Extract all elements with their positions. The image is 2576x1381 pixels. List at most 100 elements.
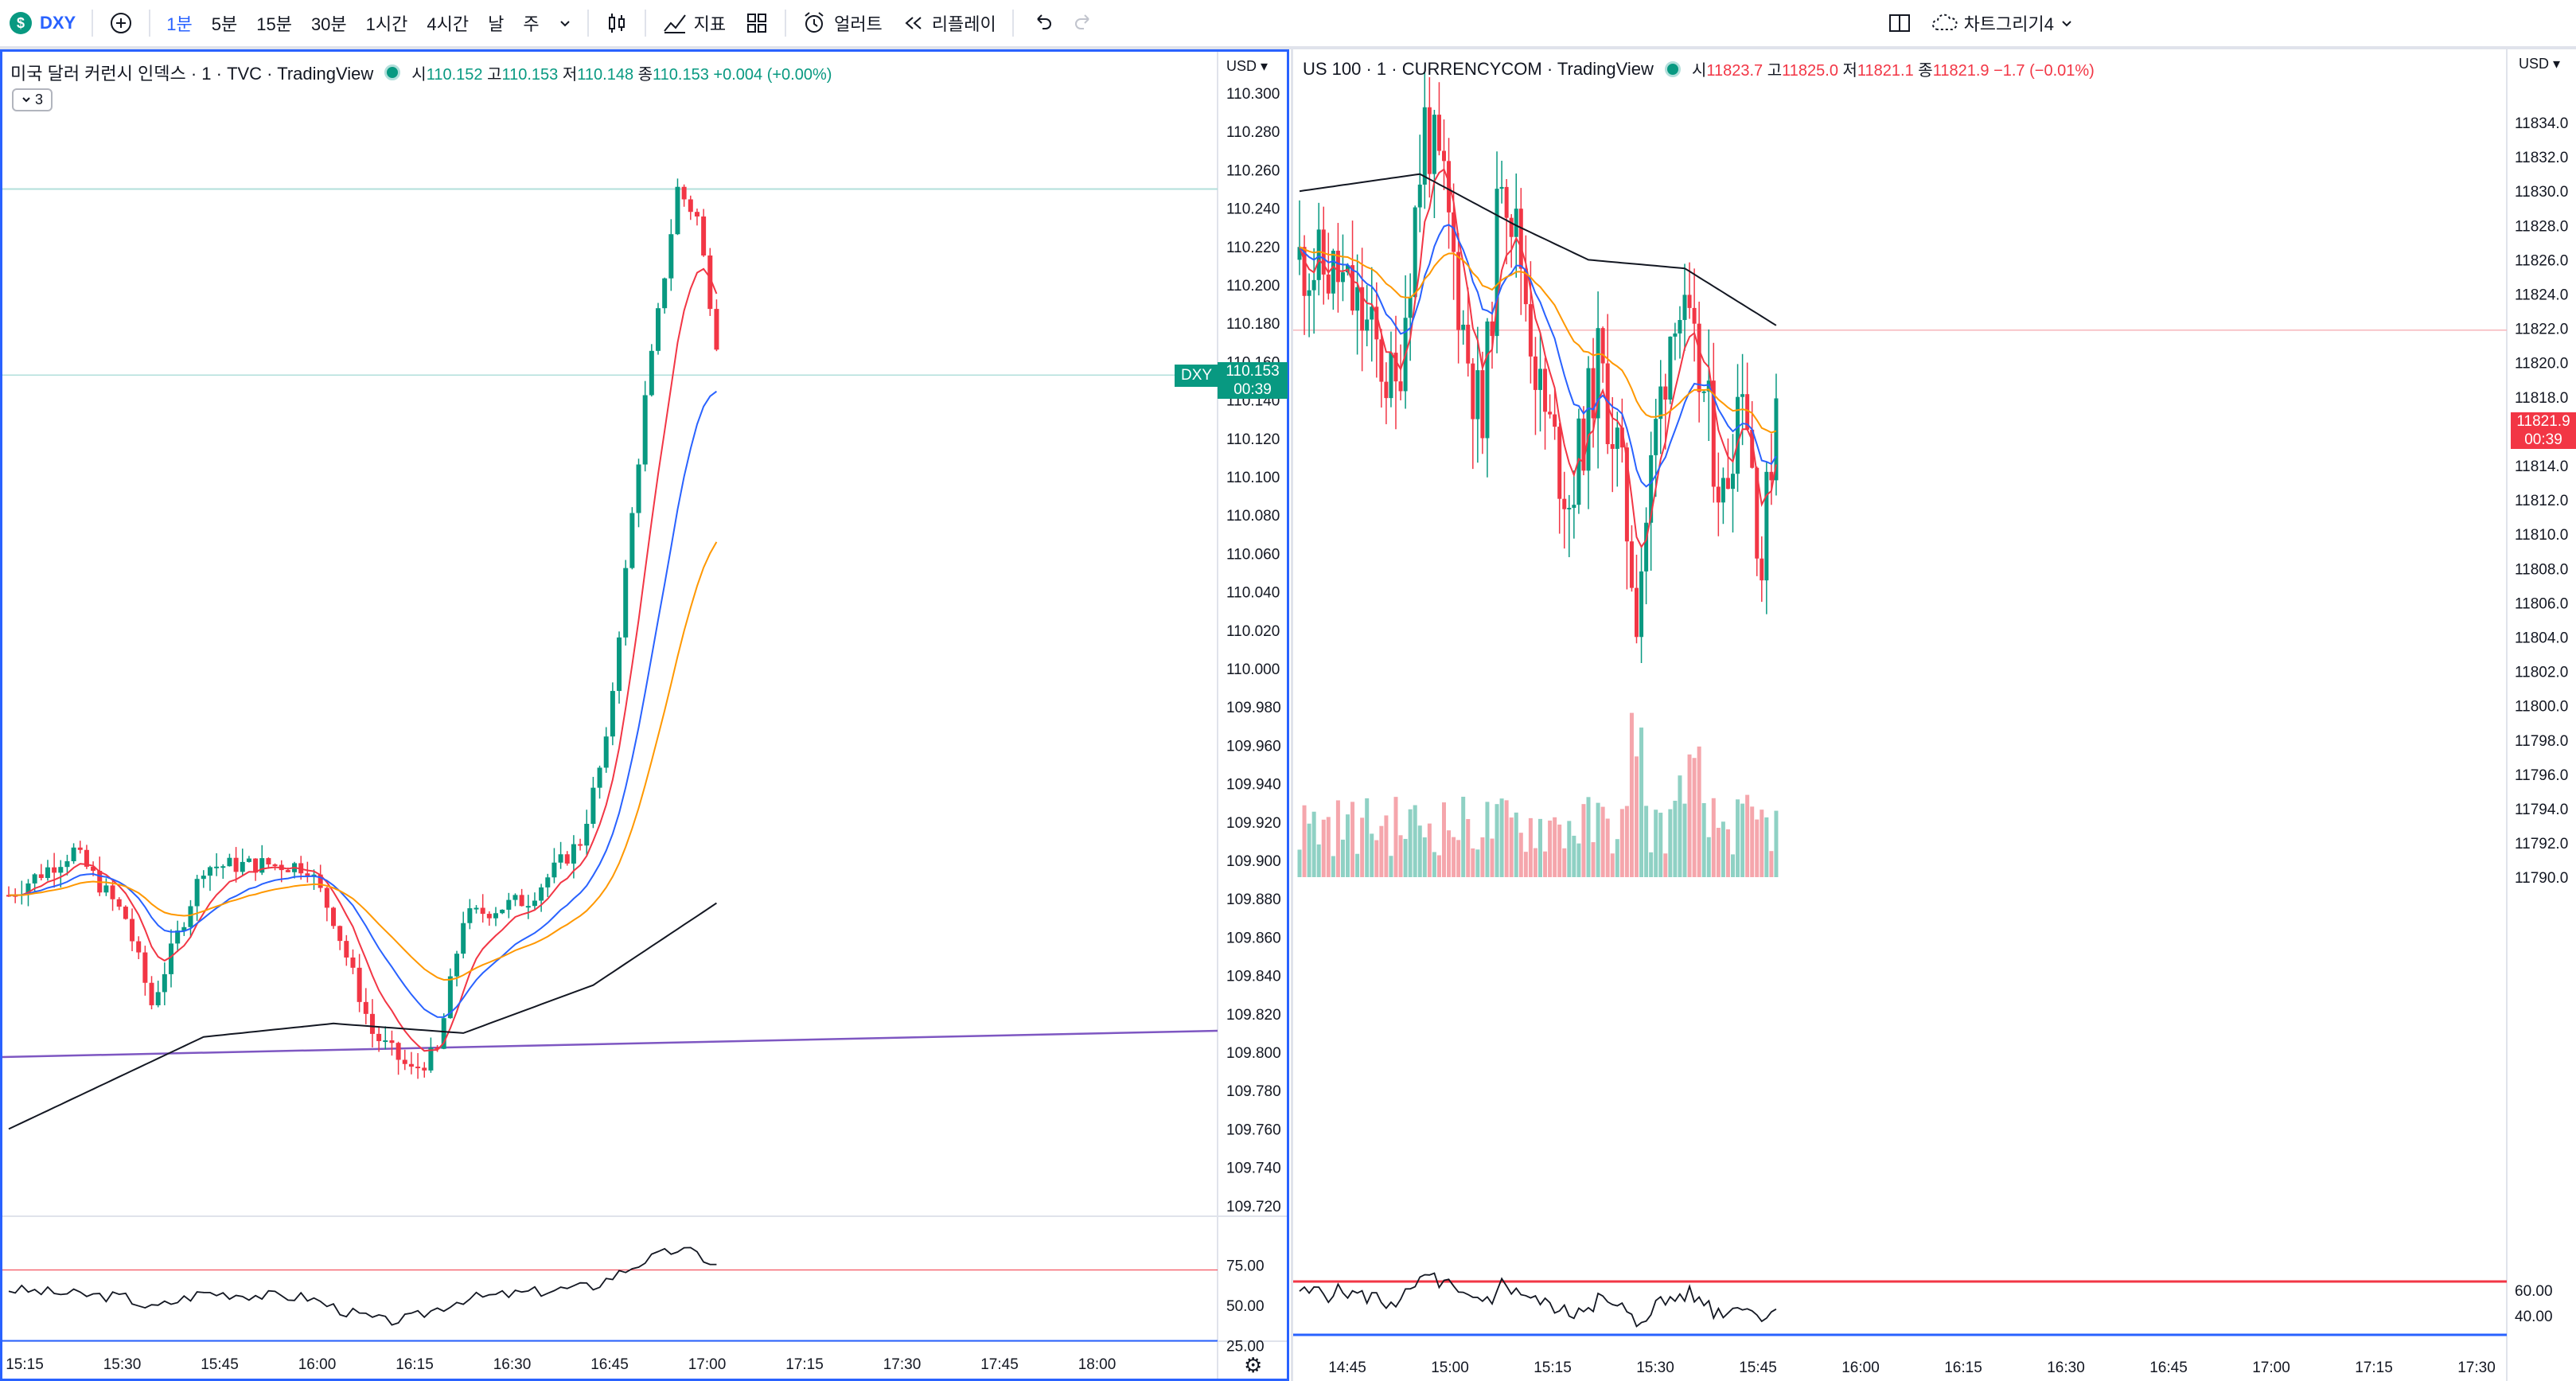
interval-day[interactable]: 날: [488, 14, 505, 34]
left-countdown: 00:39: [1233, 381, 1272, 398]
right-candle-body: [1340, 272, 1345, 283]
left-candle-body: [214, 866, 220, 868]
right-time-tick: 17:15: [2355, 1360, 2393, 1376]
interval-1h[interactable]: 1시간: [365, 14, 408, 34]
left-candle-body: [590, 787, 596, 824]
right-volume-bar: [1769, 851, 1774, 877]
right-rsi-tick: 40.00: [2515, 1309, 2553, 1325]
right-volume-bar: [1610, 853, 1615, 877]
market-status-dot[interactable]: [384, 64, 401, 80]
split-layout-icon: [1888, 14, 1910, 32]
left-candle-body: [668, 234, 674, 279]
left-candle-body: [77, 847, 83, 850]
left-candle-body: [649, 350, 654, 396]
left-candle-body: [227, 857, 232, 867]
right-volume-bar: [1706, 837, 1711, 877]
right-candle-body: [1518, 209, 1523, 269]
right-price-tick: 11822.0: [2515, 322, 2568, 338]
interval-15m[interactable]: 15분: [256, 14, 292, 34]
divider: [785, 10, 787, 37]
left-candle-body: [285, 870, 290, 872]
redo-button[interactable]: [1063, 0, 1106, 46]
currency-text: USD: [1226, 58, 1257, 74]
left-candle-body: [486, 914, 492, 919]
symbol-search[interactable]: $ DXY: [0, 0, 85, 46]
right-rsi-tick: 60.00: [2515, 1283, 2553, 1300]
right-candle-body: [1384, 381, 1389, 399]
interval-5m[interactable]: 5분: [211, 14, 238, 34]
left-candle-body: [480, 907, 485, 915]
left-candle-body: [422, 1067, 427, 1071]
right-candle-body: [1668, 336, 1673, 400]
replay-label: 리플레이: [931, 14, 996, 34]
right-candle-body: [1581, 418, 1586, 471]
interval-dropdown[interactable]: [549, 0, 581, 46]
right-volume-bar: [1471, 848, 1475, 877]
right-volume-bar: [1533, 848, 1537, 877]
left-price-tick: 109.800: [1226, 1045, 1281, 1062]
left-chart-canvas[interactable]: 110.300 110.280 110.260 110.240 110.220 110.2…: [2, 52, 1287, 1379]
right-candle-body: [1456, 252, 1461, 330]
close-value: 11821.9: [1932, 62, 1989, 80]
left-chart-pane[interactable]: 110.300 110.280 110.260 110.240 110.220 110.2…: [0, 49, 1289, 1381]
replay-button[interactable]: 리플레이: [892, 0, 1006, 46]
right-volume-bar: [1774, 810, 1779, 877]
right-price-tick: 11808.0: [2515, 561, 2568, 578]
left-price-tick: 110.240: [1226, 201, 1280, 218]
layout-name-button[interactable]: 차트그리기4: [1921, 0, 2083, 46]
left-price-tick: 109.960: [1226, 738, 1281, 755]
low-value: 11821.1: [1857, 62, 1914, 80]
right-symbol-title[interactable]: US 100 · 1 · CURRENCYCOM · TradingView: [1303, 58, 1654, 79]
divider: [92, 10, 94, 37]
left-candle-body: [656, 308, 661, 351]
right-candle-body: [1302, 247, 1307, 296]
right-time-tick: 15:15: [1534, 1360, 1572, 1376]
undo-button[interactable]: [1020, 0, 1063, 46]
right-candle-body: [1553, 414, 1557, 427]
left-symbol-title[interactable]: 미국 달러 커런시 인덱스 · 1 · TVC · TradingView: [10, 64, 374, 84]
left-candle-body: [130, 919, 135, 942]
alert-button[interactable]: 얼러트: [793, 0, 892, 46]
left-price-tick: 110.220: [1226, 240, 1280, 256]
right-volume-bar: [1581, 804, 1586, 877]
left-time-tick: 16:45: [590, 1356, 629, 1373]
settings-gear-icon[interactable]: ⚙: [1244, 1353, 1263, 1377]
right-candle-body: [1764, 471, 1769, 581]
indicators-button[interactable]: 지표: [653, 0, 735, 46]
right-candle-body: [1480, 370, 1485, 439]
right-candle-body: [1528, 304, 1533, 357]
right-price-tick: 11796.0: [2515, 767, 2568, 784]
interval-4h[interactable]: 4시간: [427, 14, 470, 34]
interval-30m[interactable]: 30분: [310, 14, 347, 34]
indicators-collapse-badge[interactable]: 3: [12, 88, 53, 111]
market-status-dot[interactable]: [1664, 60, 1681, 77]
left-candle-body: [617, 637, 622, 692]
interval-1m[interactable]: 1분: [166, 14, 193, 34]
right-candle-body: [1499, 186, 1504, 189]
right-candle-body: [1331, 251, 1335, 294]
left-time-tick: 17:15: [785, 1356, 824, 1373]
left-candle-body: [337, 926, 343, 942]
undo-icon: [1037, 14, 1051, 29]
left-candle-body: [493, 913, 498, 919]
layouts-button[interactable]: [735, 0, 778, 46]
divider: [587, 10, 589, 37]
right-chart-canvas[interactable]: 11834.0 11832.0 11830.0 11828.0 11826.0 11824…: [1293, 49, 2576, 1381]
left-trend-line: [2, 1029, 1218, 1059]
interval-week[interactable]: 주: [523, 14, 540, 34]
chart-type-button[interactable]: [595, 0, 638, 46]
layout-select-button[interactable]: [1878, 0, 1921, 46]
right-candle-body: [1504, 186, 1509, 218]
right-volume-bar: [1302, 805, 1307, 877]
chevron-down-icon: [22, 97, 30, 103]
right-currency-label[interactable]: USD ▾: [2519, 56, 2561, 72]
compare-button[interactable]: [99, 0, 142, 46]
right-volume-bar: [1528, 817, 1533, 877]
left-candle-body: [253, 858, 259, 873]
right-volume-bar: [1553, 817, 1557, 877]
right-candle-body: [1615, 427, 1619, 449]
grid-icon: [747, 14, 767, 33]
right-volume-bar: [1658, 813, 1663, 877]
left-currency-label[interactable]: USD ▾: [1226, 58, 1269, 74]
right-chart-pane[interactable]: 11834.0 11832.0 11830.0 11828.0 11826.0 11824…: [1291, 49, 2576, 1381]
